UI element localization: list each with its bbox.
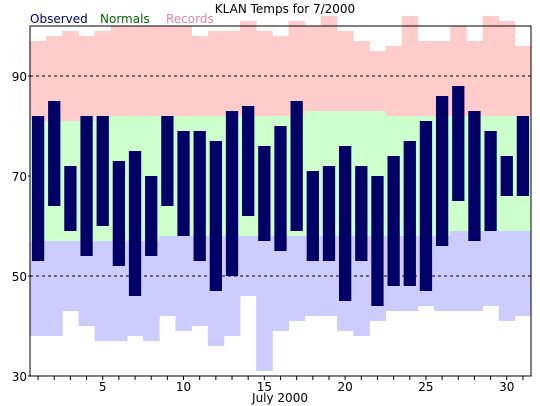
observed-bar	[128, 151, 142, 296]
record-high-band	[62, 31, 79, 121]
normal-low-band	[78, 241, 96, 326]
normal-low-band	[434, 236, 451, 311]
normal-low-band	[514, 231, 532, 316]
observed-bar	[209, 141, 222, 291]
observed-bar	[322, 166, 336, 261]
normal-low-band	[450, 231, 467, 311]
record-high-band	[514, 46, 532, 116]
observed-bar	[274, 126, 287, 251]
observed-bar	[290, 101, 303, 231]
legend-observed: Observed	[30, 12, 88, 26]
x-tick-label: 5	[99, 380, 107, 394]
observed-bar	[484, 131, 497, 231]
y-tick-label: 70	[12, 170, 27, 184]
observed-bar	[371, 176, 384, 306]
observed-bar	[177, 131, 190, 236]
record-high-band	[207, 31, 225, 116]
record-high-band	[143, 26, 160, 116]
observed-bar	[516, 116, 530, 196]
observed-bar	[64, 166, 77, 231]
observed-bar	[258, 146, 271, 241]
record-high-band	[466, 41, 483, 116]
normal-low-band	[482, 231, 500, 306]
record-high-band	[30, 41, 47, 121]
record-high-band	[369, 51, 386, 111]
observed-bar	[452, 86, 465, 201]
normal-low-band	[466, 231, 483, 311]
x-tick-label: 15	[257, 380, 272, 394]
record-high-band	[417, 41, 435, 116]
normal-low-band	[94, 241, 112, 341]
x-tick-label: 30	[499, 380, 514, 394]
legend-records: Records	[166, 12, 214, 26]
observed-bar	[500, 156, 513, 196]
record-high-band	[46, 36, 63, 121]
normal-low-band	[256, 236, 273, 371]
x-tick-label: 25	[418, 380, 433, 394]
observed-bar	[403, 141, 416, 286]
observed-bar	[339, 146, 352, 301]
observed-bar	[96, 116, 109, 226]
record-high-band	[94, 31, 112, 116]
observed-bar	[225, 111, 239, 276]
record-high-band	[223, 31, 241, 116]
x-axis-label: July 2000	[251, 391, 308, 405]
record-high-band	[78, 36, 96, 121]
record-high-band	[401, 16, 419, 116]
record-high-band	[256, 31, 273, 116]
observed-bar	[355, 166, 368, 261]
record-high-band	[320, 16, 338, 111]
observed-bar	[112, 161, 126, 266]
normal-low-band	[288, 236, 306, 321]
legend-normals: Normals	[100, 12, 150, 26]
normal-low-band	[143, 241, 160, 341]
record-high-band	[159, 26, 176, 116]
y-tick-label: 90	[12, 70, 27, 84]
observed-bar	[31, 116, 45, 261]
observed-bar	[161, 116, 174, 206]
normal-low-band	[240, 236, 257, 296]
record-high-band	[272, 36, 289, 116]
plot-area: 5 10 15 20 25 30 30 50 70 90	[12, 16, 532, 394]
record-high-band	[126, 26, 144, 116]
y-tick-label: 50	[12, 270, 27, 284]
record-high-band	[240, 21, 257, 116]
x-tick-label: 10	[176, 380, 191, 394]
x-tick-label: 20	[338, 380, 353, 394]
normal-low-band	[159, 236, 176, 316]
normal-low-band	[62, 241, 79, 311]
observed-bar	[145, 176, 158, 256]
observed-bar	[80, 116, 93, 256]
normal-low-band	[30, 241, 47, 336]
normal-low-band	[175, 236, 193, 331]
observed-bar	[435, 96, 449, 246]
observed-bar	[419, 121, 433, 291]
record-high-band	[498, 21, 516, 116]
record-high-band	[482, 16, 500, 116]
record-high-band	[175, 26, 193, 116]
record-high-band	[337, 31, 354, 111]
observed-bar	[468, 111, 481, 241]
record-high-band	[288, 21, 306, 116]
record-high-band	[110, 26, 128, 116]
record-high-band	[304, 26, 322, 111]
observed-bar	[387, 156, 400, 286]
normal-low-band	[46, 241, 63, 336]
normal-low-band	[272, 236, 289, 331]
observed-bar	[48, 101, 61, 206]
chart-title: KLAN Temps for 7/2000	[215, 2, 355, 16]
record-high-band	[385, 46, 403, 116]
observed-bar	[193, 131, 206, 261]
observed-bar	[242, 106, 255, 216]
y-tick-label: 30	[12, 370, 27, 384]
observed-bar	[306, 171, 319, 261]
